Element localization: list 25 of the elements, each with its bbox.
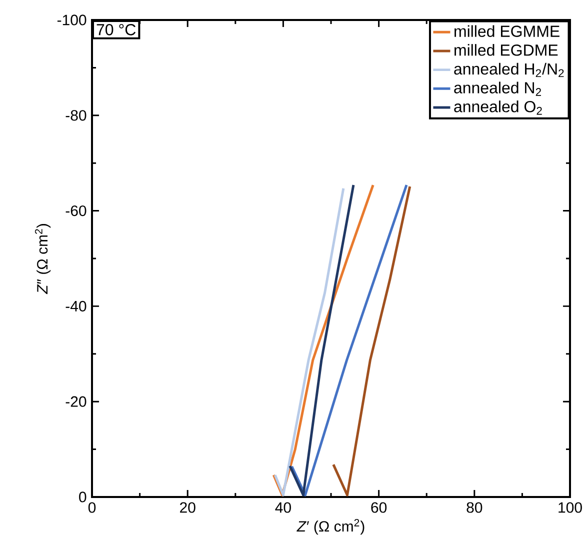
y-tick-label: -20 bbox=[66, 396, 86, 407]
x-axis-title: Z′ (Ω cm$^{2}$) bbox=[296, 519, 364, 535]
y-tick-label: -60 bbox=[66, 205, 86, 216]
line-series bbox=[288, 184, 355, 496]
x-tick-label: 20 bbox=[180, 502, 196, 513]
legend-label: annealed H$_{2}$/N$_{2}$ bbox=[454, 62, 564, 78]
x-tick-label: 60 bbox=[371, 502, 387, 513]
line-series bbox=[290, 184, 408, 496]
line-series bbox=[274, 187, 345, 496]
y-tick-label: -40 bbox=[66, 300, 86, 312]
x-tick-label: 0 bbox=[88, 502, 96, 513]
line-series bbox=[272, 184, 374, 496]
x-tick-label: 40 bbox=[275, 502, 291, 513]
x-tick-label: 100 bbox=[558, 502, 582, 513]
y-tick-label: -100 bbox=[57, 14, 86, 26]
y-axis-title: Z″ (Ω cm$^{2}$) bbox=[34, 224, 51, 294]
x-tick-label: 80 bbox=[466, 502, 482, 513]
annotation: 70 °C bbox=[96, 24, 136, 36]
line-series bbox=[332, 185, 412, 496]
y-tick-label: 0 bbox=[79, 492, 86, 502]
y-tick-label: -80 bbox=[66, 110, 86, 121]
legend-label: milled EGDME bbox=[454, 44, 558, 56]
legend-label: annealed O$_{2}$ bbox=[454, 100, 542, 115]
legend-label: annealed N$_{2}$ bbox=[454, 82, 541, 96]
legend-label: milled EGMME bbox=[454, 25, 560, 37]
